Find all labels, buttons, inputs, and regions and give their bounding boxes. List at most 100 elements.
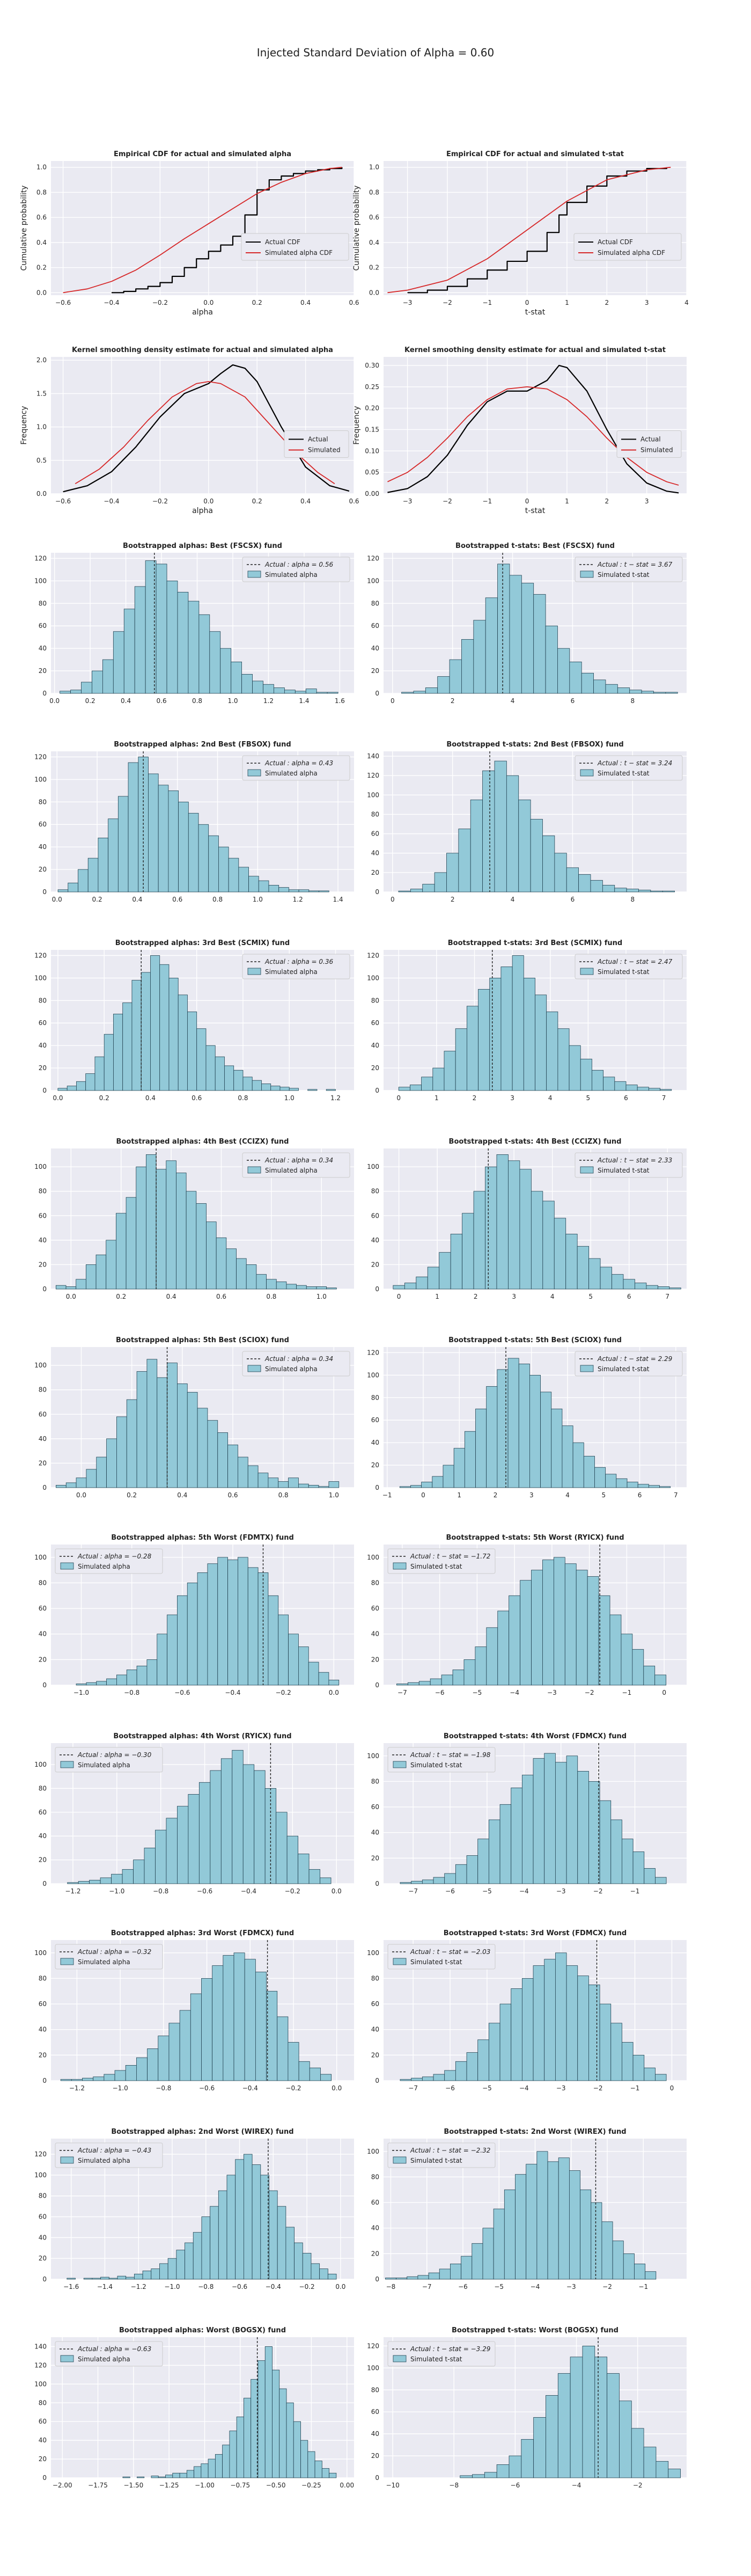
histogram-bar [111,1874,123,1884]
histogram-bar [68,882,78,892]
legend: Actual Simulated [284,430,349,458]
y-tick-label: 60 [39,622,47,630]
legend-line-label: Actual : alpha = −0.30 [77,1751,152,1759]
legend: Actual : alpha = −0.32 Simulated alpha [55,1944,163,1970]
x-tick-label: −1.6 [63,2283,79,2290]
y-tick-label: 60 [39,2000,47,2008]
x-tick-label: −3 [566,2283,576,2290]
y-tick-label: 100 [34,2380,47,2388]
y-tick-label: 60 [39,1019,47,1027]
histogram-bar [544,1959,556,2081]
x-tick-label: −0.25 [301,2482,321,2489]
legend-bar-label: Simulated alpha [265,571,318,579]
y-tick-label: 0 [42,2275,47,2283]
histogram-bar [106,1438,117,1488]
histogram-bar [136,2057,148,2081]
x-tick-label: 0.4 [300,497,311,505]
x-tick-label: 6 [638,1491,642,1499]
legend: Actual : alpha = −0.30 Simulated alpha [55,1747,163,1773]
y-tick-label: 100 [367,2364,379,2372]
y-tick-label: 80 [39,1784,47,1792]
histogram-bar [264,1788,277,1884]
x-tick-label: −1.0 [73,1689,89,1696]
legend-bar-label: Simulated alpha [265,1365,318,1373]
histogram-bar [554,1218,566,1290]
x-tick-label: −1.2 [69,2084,85,2092]
x-tick-label: −2 [593,2084,603,2092]
histogram-bar [100,2277,109,2280]
histogram-bar [144,1847,156,1884]
histogram-bar [284,690,296,694]
histogram-bar [587,1576,599,1686]
legend: Actual : t − stat = 3.24 Simulated t-stat [575,755,683,781]
legend-line-label: Actual : alpha = −0.32 [77,1948,151,1956]
x-tick-label: 0.00 [340,2482,354,2489]
histogram-bar [607,2373,620,2478]
x-tick-label: 1.0 [227,697,238,705]
x-tick-label: −6 [445,2084,455,2092]
x-tick-label: 1.0 [316,1293,327,1300]
histogram-bar [669,1287,681,1290]
histogram-bar [65,1482,77,1488]
histogram-bar [521,583,534,694]
histogram-bar [566,1755,578,1884]
histogram-bar [497,1611,510,1686]
histogram-bar [179,2472,187,2478]
histogram-bar [122,1002,132,1091]
x-tick-label: 2 [451,697,455,705]
x-tick-label: −2 [593,1887,603,1895]
histogram-bar [136,1166,146,1290]
histogram-bar [158,2476,166,2478]
histogram-bar [106,1678,117,1686]
histogram-bar [450,1234,463,1290]
histogram-bar [473,1191,485,1290]
histogram-bar [158,2036,170,2081]
legend-box [242,1351,350,1377]
histogram-bar [217,1432,228,1488]
histogram-bar [439,1252,451,1290]
histogram-bar [78,1881,90,1884]
legend-box [575,755,683,781]
y-tick-label: 0 [42,1681,47,1689]
y-tick-label: 60 [39,1212,47,1219]
histogram-bar [626,889,639,892]
histogram-bar [247,1465,259,1488]
legend-label: Actual [308,436,328,443]
chart-title: Bootstrapped alphas: 3rd Worst (FDMCX) f… [111,1929,294,1937]
histogram-bar [407,2276,418,2280]
histogram-bar [398,1087,410,1091]
histogram-bar [108,2278,118,2280]
histogram-bar [278,887,289,892]
x-tick-label: −5 [482,1887,492,1895]
x-tick-label: −0.6 [199,2084,215,2092]
histogram-bar [209,631,221,694]
histogram-bar [622,2042,634,2081]
x-tick-label: 1 [435,1293,439,1300]
legend: Actual : alpha = 0.43 Simulated alpha [242,755,350,781]
y-tick-label: 0 [375,2077,379,2084]
legend-bar-label: Simulated alpha [78,1761,130,1769]
histogram-bar [511,1787,522,1884]
y-tick-label: 40 [371,1829,379,1836]
x-tick-label: −0.4 [104,299,119,306]
histogram-bar [148,773,159,892]
legend-bar-label: Simulated alpha [78,2355,130,2363]
histogram-bar [87,858,99,892]
legend-box [242,954,350,979]
histogram-bar [521,2439,534,2478]
histogram-bar [569,1045,581,1091]
histogram-bar [616,1478,628,1488]
x-tick-label: −5 [482,2084,492,2092]
chart-panel-15: −1.0 −0.8 −0.6 −0.4 −0.2 0.0 0 20 40 60 80 100 Boots… [34,1534,354,1696]
x-tick-label: −5 [494,2283,504,2290]
histogram-bar [496,1154,509,1290]
histogram-bar [123,609,135,694]
histogram-bar [482,770,495,892]
histogram-bar [617,687,630,694]
x-tick-label: −10 [386,2482,399,2489]
histogram-bar [188,1794,200,1884]
histogram-bar [319,890,329,892]
x-tick-label: 0.4 [166,1293,176,1300]
chart-panel-16: −7 −6 −5 −4 −3 −2 −1 0 0 20 40 60 80 100 Bootstrapped … [367,1534,687,1696]
histogram-bar [285,2227,294,2280]
